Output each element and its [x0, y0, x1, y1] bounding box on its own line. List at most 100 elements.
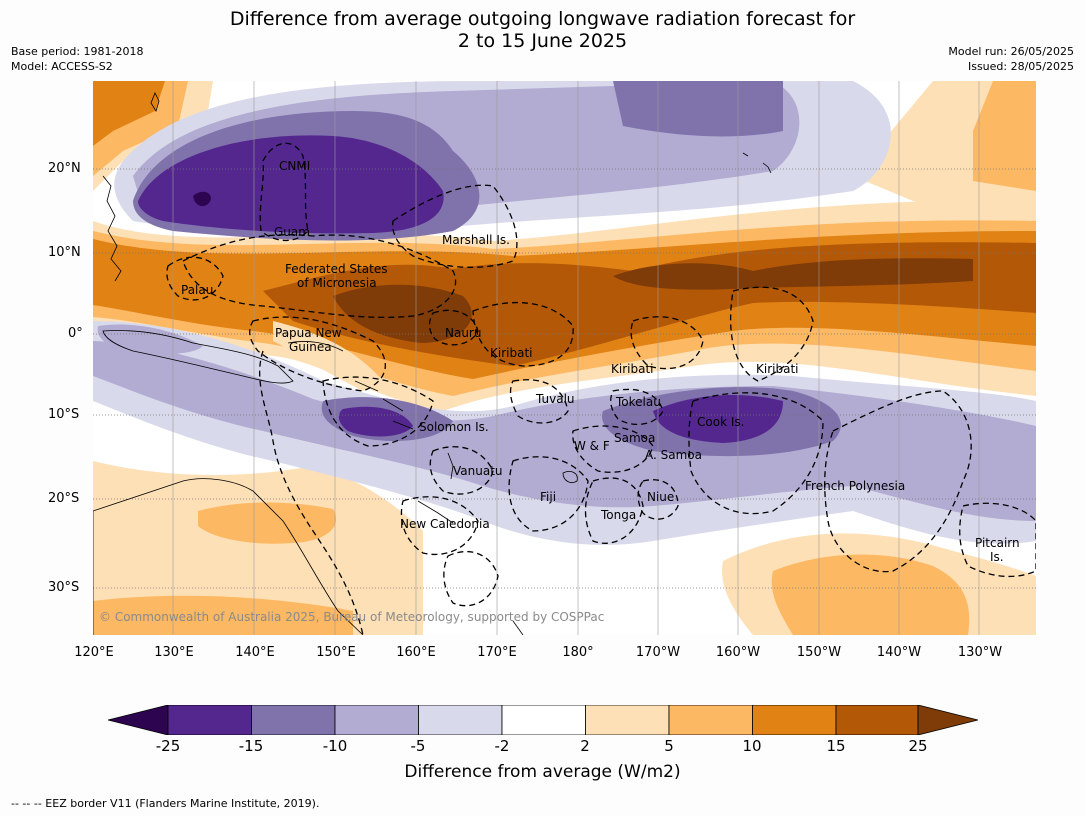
taiwan-coast — [150, 92, 160, 112]
label-american-samoa: A. Samoa — [645, 448, 702, 462]
label-kiribati-gilbert: Kiribati — [490, 346, 532, 360]
colorbar-tick-m5: -5 — [410, 737, 426, 755]
colorbar-bin-m2-p2 — [501, 705, 586, 735]
solomon-coast — [354, 380, 414, 430]
lon-label-170e: 170°E — [477, 645, 517, 660]
eez-borders — [166, 142, 1036, 635]
eez-new-caledonia — [400, 496, 479, 555]
label-wallis-futuna: W & F — [574, 439, 610, 453]
eez-vanuatu — [429, 446, 494, 495]
lon-label-170w: 170°W — [635, 645, 681, 660]
label-niue: Niue — [647, 490, 674, 504]
label-vanuatu: Vanuatu — [453, 464, 503, 478]
equatorial-core-east — [613, 258, 973, 290]
colorbar-tick-p2: 2 — [580, 737, 590, 755]
colorbar-above-max — [917, 705, 978, 735]
colorbar-tick-p25: 25 — [908, 737, 928, 755]
equatorial-core-west — [333, 284, 472, 343]
colorbar-bin-m10-m5 — [334, 705, 419, 735]
label-fiji: Fiji — [540, 490, 556, 504]
colorbar-title: Difference from average (W/m2) — [404, 762, 681, 782]
title-line-1: Difference from average outgoing longwav… — [229, 8, 856, 30]
eez-tuvalu — [509, 379, 569, 424]
vanuatu-coast — [447, 452, 454, 480]
colorbar-tick-m2: -2 — [494, 737, 510, 755]
lon-label-160w: 160°W — [715, 645, 761, 660]
eez-norfolk — [443, 550, 499, 607]
colorbar-bin-p10-p15 — [752, 705, 837, 735]
new-guinea-coast — [102, 330, 294, 384]
lon-label-140e: 140°E — [235, 645, 275, 660]
eez-fsm — [182, 234, 457, 318]
positive-anomaly-regions — [93, 81, 1036, 635]
png-orange-light — [273, 321, 383, 391]
meta-right: Model run: 26/05/2025 Issued: 28/05/2025 — [948, 44, 1074, 74]
lat-label-30s: 30°S — [48, 580, 80, 595]
eez-border-note: -- -- -- EEZ border V11 (Flanders Marine… — [11, 797, 320, 810]
eez-kiribati-phoenix — [630, 316, 704, 370]
lat-label-20s: 20°S — [48, 491, 80, 506]
lon-label-150w: 150°W — [796, 645, 842, 660]
lon-label-150e: 150°E — [316, 645, 356, 660]
lon-label-120e: 120°E — [74, 645, 114, 660]
colorbar-bin-p5-p10 — [668, 705, 753, 735]
north-purple-dark — [138, 135, 444, 234]
label-french-polynesia: French Polynesia — [805, 479, 905, 493]
lat-label-10n: 10°N — [48, 245, 81, 260]
label-fsm-line1: Federated States — [285, 262, 387, 276]
ne-corner-orange — [973, 81, 1036, 191]
colorbar-bin-p2-p5 — [585, 705, 670, 735]
colorbar-below-min — [108, 705, 169, 735]
colorbar-tick-p5: 5 — [664, 737, 674, 755]
north-purple-mid-east — [613, 81, 783, 137]
model-run: Model run: 26/05/2025 — [948, 45, 1074, 58]
eez-fiji — [508, 456, 589, 532]
colorbar — [108, 705, 978, 735]
lon-label-130w: 130°W — [957, 645, 1003, 660]
lon-label-130e: 130°E — [154, 645, 194, 660]
eez-marshall — [392, 184, 518, 268]
label-cook: Cook Is. — [697, 415, 744, 429]
lon-label-140w: 140°W — [876, 645, 922, 660]
label-tonga: Tonga — [600, 508, 636, 522]
place-labels: CNMI Guam Marshall Is. Federated States … — [181, 159, 1020, 564]
eez-palau — [166, 256, 224, 301]
colorbar-bin-p15-p25 — [835, 705, 919, 735]
lat-label-20n: 20°N — [48, 161, 81, 176]
colorbar-bin-m5-m2 — [418, 705, 503, 735]
label-cnmi: CNMI — [279, 159, 310, 173]
title-line-2: 2 to 15 June 2025 — [457, 30, 628, 52]
eez-french-polynesia — [824, 390, 972, 573]
south-purple-light — [93, 341, 1036, 521]
eez-kiribati-west — [472, 301, 574, 367]
colorbar-bin-m25-m15 — [167, 705, 252, 735]
olr-anomaly-map: CNMI Guam Marshall Is. Federated States … — [93, 81, 1036, 635]
new-caledonia-coast — [417, 500, 454, 524]
australia-orange-south — [93, 595, 353, 635]
eez-tokelau — [610, 388, 664, 426]
label-new-caledonia: New Caledonia — [400, 517, 490, 531]
label-kiribati-phoenix: Kiribati — [611, 362, 653, 376]
nw-orange-dark — [93, 81, 165, 146]
eez-tonga — [584, 477, 644, 544]
label-solomon: Solomon Is. — [419, 420, 489, 434]
new-zealand-coast — [512, 620, 524, 635]
label-pitcairn-line1: Pitcairn — [975, 536, 1020, 550]
colorbar-tick-m10: -10 — [322, 737, 348, 755]
label-samoa: Samoa — [614, 431, 655, 445]
eez-pitcairn — [959, 502, 1036, 578]
se-orange — [771, 554, 970, 635]
model-name: Model: ACCESS-S2 — [11, 60, 113, 73]
label-pitcairn-line2: Is. — [990, 550, 1004, 564]
base-period: Base period: 1981-2018 — [11, 45, 144, 58]
chart-title: Difference from average outgoing longwav… — [0, 8, 1085, 52]
label-kiribati-line: Kiribati — [756, 362, 798, 376]
colorbar-tick-p10: 10 — [742, 737, 762, 755]
eez-niue — [637, 479, 679, 520]
label-tokelau: Tokelau — [615, 395, 661, 409]
north-purple-darkest — [193, 191, 211, 207]
lon-label-180: 180° — [562, 645, 594, 660]
coastlines — [93, 92, 772, 635]
eez-kiribati-line — [729, 286, 814, 382]
south-purple-dark-west — [338, 406, 413, 437]
